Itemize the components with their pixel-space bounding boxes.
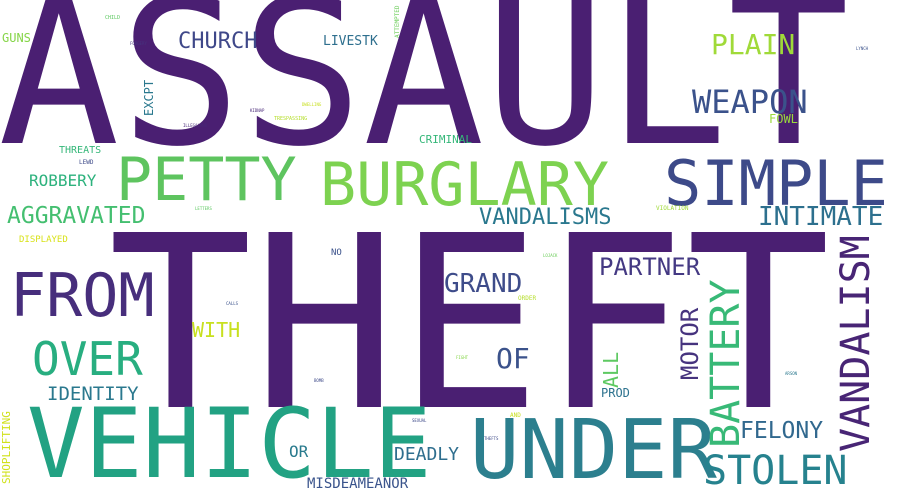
word-kidnap-tiny: KIDNAP (250, 108, 265, 113)
word-or: OR (289, 442, 309, 461)
word-calls: CALLS (226, 301, 239, 306)
word-shoplifting: SHOPLIFTING (0, 411, 13, 484)
word-vehicle: VEHICLE (27, 388, 432, 500)
word-sexual: SEXUAL (412, 418, 427, 423)
word-burglary: BURGLARY (320, 150, 609, 220)
word-lojack-tiny: LOJACK (543, 253, 558, 258)
word-all: ALL (599, 351, 623, 388)
word-arson-tiny: ARSON (785, 371, 798, 376)
word-partner: PARTNER (599, 253, 701, 281)
word-threats: THREATS (59, 145, 102, 156)
word-of: OF (496, 342, 530, 375)
word-displayed: DISPLAYED (19, 235, 68, 245)
word-lynch-tiny: LYNCH (856, 46, 869, 51)
word-guns: GUNS (2, 31, 31, 45)
word-under: UNDER (470, 403, 717, 498)
word-dwelling-tiny: DWELLING (302, 102, 322, 107)
word-criminal: CRIMINAL (419, 133, 472, 146)
word-motor: MOTOR (676, 307, 704, 380)
word-aggravated: AGGRAVATED (7, 203, 146, 229)
word-identity: IDENTITY (47, 383, 139, 405)
word-theft: THEFT (108, 184, 831, 464)
word-stolen: STOLEN (703, 448, 848, 494)
word-assault: ASSAULT (0, 0, 850, 191)
word-misdemeanor: MISDEAMEANOR (307, 476, 409, 492)
word-robbery: ROBBERY (29, 171, 97, 190)
word-letters-tiny: LETTERS (195, 206, 212, 211)
word-excpt: EXCPT (142, 79, 156, 116)
word-vandalisms: VANDALISMS (479, 205, 612, 230)
word-bomb-tiny: BOMB (314, 378, 324, 383)
word-weapon: WEAPON (692, 83, 808, 121)
word-illegal-tiny: ILLEGALMNR (183, 123, 208, 128)
word-prod: PROD (601, 386, 630, 400)
word-trespassing: TRESPASSING (274, 116, 308, 122)
word-simple: SIMPLE (664, 147, 888, 220)
word-church: CHURCH (178, 29, 258, 54)
word-vandalism: VANDALISM (833, 235, 879, 452)
word-attempted: ATTEMPTED (394, 5, 401, 38)
word-and: AND (510, 412, 521, 419)
word-felony: FELONY (740, 418, 824, 444)
word-livestk: LIVESTK (323, 34, 378, 49)
word-fight-tiny: FIGHT (456, 355, 469, 360)
word-petty: PETTY (116, 145, 297, 215)
word-grand: GRAND (444, 269, 523, 299)
word-order: ORDER (518, 295, 537, 302)
word-with: WITH (192, 318, 241, 342)
word-from: FROM (10, 261, 155, 331)
word-violation: VIOLATION (656, 205, 689, 212)
word-child: CHILD (105, 15, 121, 21)
word-fowl: FOWL (769, 112, 798, 126)
word-intimate: INTIMATE (758, 202, 884, 232)
word-lewd: LEWD (79, 159, 94, 166)
word-over: OVER (32, 332, 143, 386)
word-no: NO (331, 248, 342, 258)
word-plain: PLAIN (711, 28, 796, 61)
word-theft-tiny: THEFTS (484, 436, 499, 441)
word-forgery-tiny: FORGERY (130, 41, 147, 46)
word-deadly: DEADLY (394, 444, 460, 465)
